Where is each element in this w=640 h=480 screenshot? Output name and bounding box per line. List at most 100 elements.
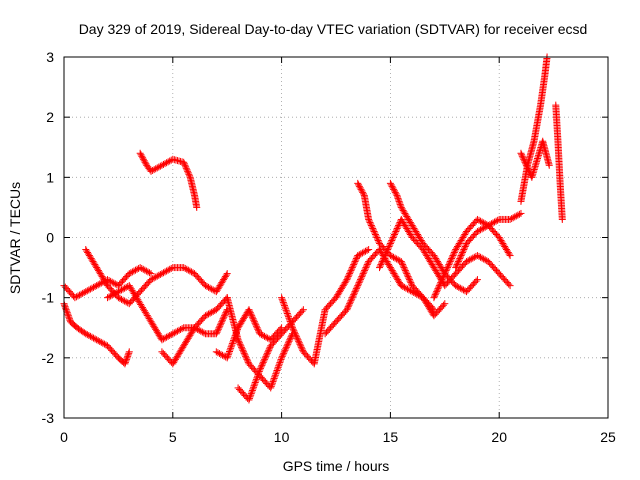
data-point bbox=[249, 385, 257, 393]
data-point bbox=[435, 282, 443, 290]
axis-ticks bbox=[63, 56, 609, 419]
data-point bbox=[268, 379, 276, 387]
data-point bbox=[80, 289, 88, 297]
data-point bbox=[380, 255, 388, 263]
data-point bbox=[415, 234, 423, 241]
data-point bbox=[96, 270, 104, 278]
data-point bbox=[245, 306, 253, 314]
data-point bbox=[405, 276, 413, 284]
data-point bbox=[173, 352, 181, 360]
data-point bbox=[430, 264, 438, 272]
data-point bbox=[223, 270, 231, 278]
data-point bbox=[100, 276, 108, 284]
data-point bbox=[394, 256, 402, 264]
data-point bbox=[342, 277, 350, 285]
y-tick-label: -2 bbox=[42, 350, 55, 366]
data-point bbox=[349, 262, 357, 270]
data-point bbox=[187, 268, 195, 276]
data-point bbox=[219, 351, 227, 359]
data-point bbox=[153, 164, 161, 172]
data-point bbox=[399, 218, 407, 226]
data-point bbox=[114, 294, 122, 302]
data-point bbox=[121, 284, 129, 292]
data-point bbox=[350, 291, 358, 299]
data-point bbox=[252, 321, 260, 329]
data-point bbox=[404, 226, 412, 234]
data-point bbox=[461, 287, 469, 295]
data-point bbox=[389, 184, 397, 192]
data-point bbox=[382, 249, 390, 257]
data-point bbox=[236, 321, 244, 329]
data-point bbox=[397, 203, 405, 211]
data-point bbox=[206, 309, 214, 317]
data-point bbox=[452, 264, 460, 272]
data-point bbox=[505, 250, 513, 258]
data-point bbox=[93, 282, 101, 290]
data-point bbox=[171, 357, 179, 365]
data-point bbox=[503, 247, 511, 255]
data-point bbox=[121, 297, 129, 305]
data-point bbox=[349, 292, 357, 300]
data-point bbox=[285, 337, 293, 345]
data-point bbox=[443, 265, 451, 273]
data-point bbox=[495, 234, 503, 241]
data-point bbox=[61, 301, 69, 309]
data-point bbox=[501, 243, 509, 251]
data-point bbox=[247, 310, 255, 318]
data-point bbox=[128, 268, 136, 276]
data-point bbox=[224, 351, 232, 359]
data-point bbox=[240, 348, 248, 356]
data-point bbox=[394, 223, 402, 231]
data-point bbox=[459, 247, 467, 255]
data-point bbox=[182, 164, 190, 172]
data-point bbox=[215, 283, 223, 291]
data-point bbox=[261, 355, 269, 363]
data-point bbox=[254, 325, 262, 333]
data-point bbox=[213, 328, 221, 336]
data-point bbox=[433, 288, 441, 296]
data-point bbox=[205, 310, 213, 318]
data-point bbox=[386, 264, 394, 272]
data-point bbox=[378, 259, 386, 267]
data-point bbox=[392, 190, 400, 198]
data-point bbox=[453, 261, 461, 269]
data-point bbox=[102, 279, 110, 287]
data-point bbox=[232, 330, 240, 338]
data-point bbox=[161, 268, 169, 276]
data-point bbox=[159, 335, 167, 343]
data-point bbox=[148, 319, 156, 327]
data-point bbox=[177, 325, 185, 333]
data-point bbox=[240, 313, 248, 321]
data-point bbox=[118, 295, 126, 303]
data-point bbox=[451, 247, 459, 255]
data-point bbox=[64, 312, 72, 320]
data-point bbox=[448, 253, 456, 261]
data-point bbox=[184, 169, 192, 177]
data-point bbox=[186, 267, 194, 275]
data-point bbox=[242, 354, 250, 362]
data-point bbox=[184, 167, 192, 175]
data-point bbox=[506, 252, 514, 260]
data-point bbox=[355, 251, 363, 259]
data-point bbox=[141, 158, 149, 166]
data-point bbox=[362, 264, 370, 272]
data-point bbox=[131, 266, 139, 274]
data-point bbox=[83, 287, 91, 295]
data-point bbox=[358, 273, 366, 281]
data-point bbox=[164, 332, 172, 340]
data-point bbox=[166, 265, 174, 273]
data-point bbox=[147, 167, 155, 175]
data-point bbox=[137, 151, 145, 159]
data-point bbox=[500, 241, 508, 249]
data-point bbox=[172, 328, 180, 336]
data-point bbox=[383, 247, 391, 255]
data-point bbox=[95, 268, 103, 276]
data-point bbox=[293, 333, 301, 341]
data-point bbox=[384, 244, 392, 252]
data-point bbox=[380, 253, 388, 261]
data-point bbox=[356, 276, 364, 284]
data-point bbox=[399, 262, 407, 270]
data-point bbox=[395, 196, 403, 204]
data-point bbox=[489, 219, 497, 227]
data-point bbox=[166, 157, 174, 165]
